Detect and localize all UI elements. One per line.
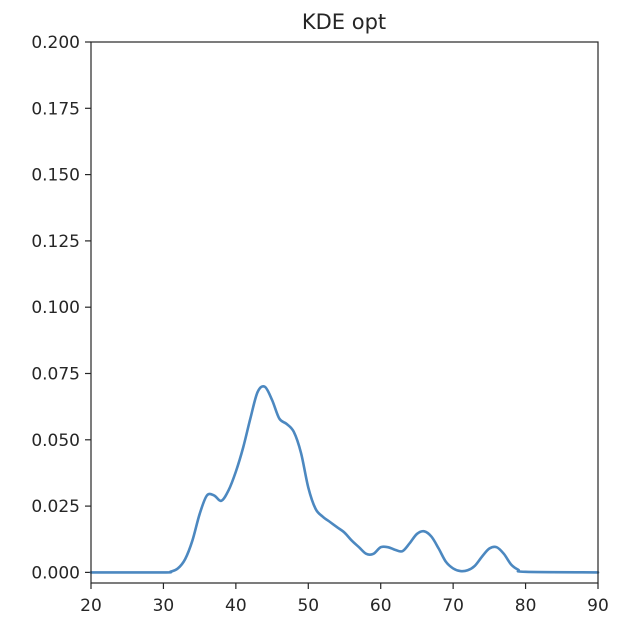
- x-tick-label: 50: [297, 596, 319, 616]
- chart-title: KDE opt: [302, 10, 386, 34]
- y-tick-label: 0.025: [31, 497, 80, 517]
- x-tick-label: 70: [442, 596, 464, 616]
- y-tick-label: 0.100: [31, 298, 80, 318]
- plot-area-frame: [90, 41, 599, 584]
- y-tick-label: 0.000: [31, 563, 80, 583]
- y-tick-label: 0.075: [31, 364, 80, 384]
- x-axis: 20 30 40 50 60 70 80 90: [80, 583, 609, 616]
- y-axis: 0.000 0.025 0.050 0.075 0.100 0.125 0.150 0.175…: [31, 33, 91, 583]
- y-tick-label: 0.050: [31, 431, 80, 451]
- x-tick-label: 90: [587, 596, 609, 616]
- y-tick-label: 0.175: [31, 99, 80, 119]
- x-tick-label: 30: [153, 596, 175, 616]
- kde-line: [89, 384, 600, 574]
- y-tick-label: 0.125: [31, 232, 80, 252]
- x-tick-label: 80: [515, 596, 537, 616]
- x-tick-label: 60: [370, 596, 392, 616]
- x-tick-label: 20: [80, 596, 102, 616]
- y-tick-label: 0.150: [31, 166, 80, 186]
- x-tick-label: 40: [225, 596, 247, 616]
- y-tick-label: 0.200: [31, 33, 80, 53]
